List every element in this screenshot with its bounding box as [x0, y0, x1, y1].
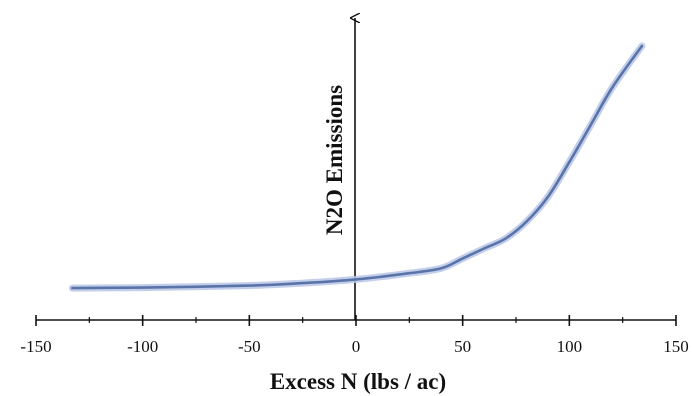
- series-group: [68, 42, 646, 292]
- x-axis: -150 -100 -50 0 50 100 150: [20, 315, 689, 356]
- y-axis-title: N2O Emissions: [322, 85, 347, 235]
- x-tick-label: -50: [238, 337, 261, 356]
- x-axis-title: Excess N (lbs / ac): [270, 369, 446, 394]
- x-tick-label: 0: [352, 337, 361, 356]
- series-line-glow: [68, 42, 646, 292]
- x-tick-label: -100: [127, 337, 158, 356]
- x-tick-label: 150: [663, 337, 689, 356]
- x-tick-label: -150: [20, 337, 51, 356]
- x-tick-label: 50: [454, 337, 471, 356]
- x-ticks: [35, 315, 677, 326]
- x-tick-labels: -150 -100 -50 0 50 100 150: [20, 337, 688, 356]
- x-tick-label: 100: [557, 337, 583, 356]
- series-line: [71, 44, 644, 290]
